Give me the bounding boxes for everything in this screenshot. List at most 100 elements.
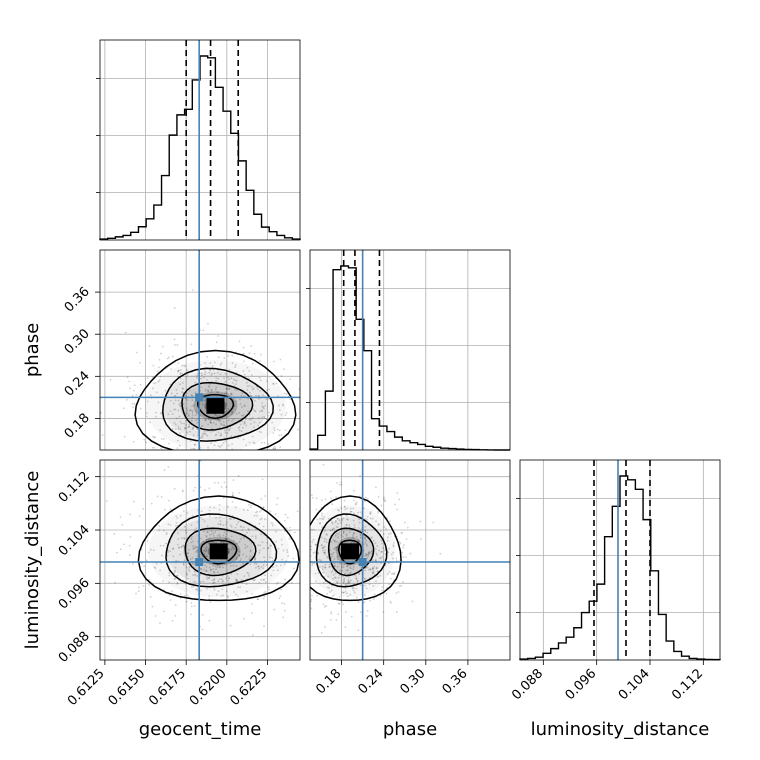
sample-point xyxy=(271,522,273,525)
sample-point xyxy=(316,518,319,521)
sample-point xyxy=(336,558,339,561)
sample-point xyxy=(340,591,343,594)
sample-point xyxy=(114,581,116,584)
sample-point xyxy=(336,556,339,559)
sample-point xyxy=(351,536,354,538)
sample-point xyxy=(173,571,176,574)
sample-point xyxy=(258,376,261,379)
sample-point xyxy=(228,428,230,431)
sample-point xyxy=(343,563,345,566)
sample-point xyxy=(205,570,208,573)
sample-point xyxy=(203,369,206,371)
sample-point xyxy=(250,374,253,376)
sample-point xyxy=(204,362,206,364)
sample-point xyxy=(336,517,339,520)
sample-point xyxy=(194,443,196,446)
sample-point xyxy=(334,534,337,537)
sample-point xyxy=(159,622,161,625)
sample-point xyxy=(250,394,253,397)
sample-point xyxy=(216,391,219,394)
sample-point xyxy=(369,551,372,554)
sample-point xyxy=(277,395,279,397)
sample-point xyxy=(305,540,307,542)
sample-point xyxy=(226,376,229,379)
sample-point xyxy=(203,430,206,433)
sample-point xyxy=(261,478,264,481)
sample-point xyxy=(217,481,220,484)
sample-point xyxy=(254,578,256,581)
sample-point xyxy=(220,423,223,426)
sample-point xyxy=(254,535,257,538)
sample-point xyxy=(226,505,229,508)
sample-point xyxy=(213,571,216,574)
sample-point xyxy=(208,533,211,536)
histogram-geocent_time xyxy=(99,55,301,240)
sample-point xyxy=(185,376,188,378)
sample-point xyxy=(209,537,212,540)
sample-point xyxy=(167,413,170,416)
sample-point xyxy=(392,544,395,547)
sample-point xyxy=(223,481,226,484)
sample-point xyxy=(149,548,152,551)
sample-point xyxy=(253,562,256,565)
sample-point xyxy=(224,537,227,540)
sample-point xyxy=(233,591,235,593)
sample-point xyxy=(333,565,336,568)
sample-point xyxy=(152,364,155,367)
sample-point xyxy=(364,578,366,581)
sample-point xyxy=(212,568,214,571)
sample-point xyxy=(397,591,400,593)
sample-point xyxy=(348,531,351,533)
sample-point xyxy=(262,564,265,567)
sample-point xyxy=(218,419,221,422)
sample-point xyxy=(253,442,256,445)
sample-point xyxy=(197,454,199,456)
sample-point xyxy=(432,521,435,524)
sample-point xyxy=(319,521,321,524)
sample-point xyxy=(158,524,160,527)
sample-point xyxy=(218,508,221,511)
x-tick-label: 0.112 xyxy=(669,666,706,703)
sample-point xyxy=(185,600,188,603)
sample-point xyxy=(146,400,149,403)
sample-point xyxy=(176,439,179,442)
sample-point xyxy=(236,595,239,598)
sample-point xyxy=(342,603,345,606)
sample-point xyxy=(115,551,118,554)
sample-point xyxy=(330,589,333,592)
sample-point xyxy=(211,372,214,375)
sample-point xyxy=(226,590,228,592)
sample-point xyxy=(336,565,339,568)
sample-point xyxy=(289,398,292,401)
sample-point xyxy=(331,553,334,555)
sample-point xyxy=(345,583,348,585)
sample-point xyxy=(164,389,167,392)
sample-point xyxy=(244,543,247,546)
sample-point xyxy=(236,523,238,526)
sample-point xyxy=(382,559,385,561)
sample-point xyxy=(251,435,254,438)
sample-point xyxy=(271,556,273,559)
sample-point xyxy=(204,370,207,373)
sample-point xyxy=(346,565,349,568)
sample-point xyxy=(187,426,190,429)
sample-point xyxy=(178,444,181,447)
sample-point xyxy=(328,587,330,589)
sample-point xyxy=(150,394,152,397)
sample-point xyxy=(331,521,333,524)
sample-point xyxy=(255,562,258,565)
sample-point xyxy=(145,412,148,415)
sample-point xyxy=(212,582,215,584)
x-tick-label: 0.30 xyxy=(398,666,429,697)
sample-point xyxy=(367,568,370,571)
sample-point xyxy=(132,500,135,503)
sample-point xyxy=(381,556,384,559)
sample-point xyxy=(173,421,176,424)
sample-point xyxy=(306,566,308,568)
sample-point xyxy=(333,562,336,565)
sample-point xyxy=(228,388,231,391)
sample-point xyxy=(228,387,231,390)
sample-point xyxy=(388,571,391,573)
sample-point xyxy=(331,503,334,505)
sample-point xyxy=(334,576,337,579)
